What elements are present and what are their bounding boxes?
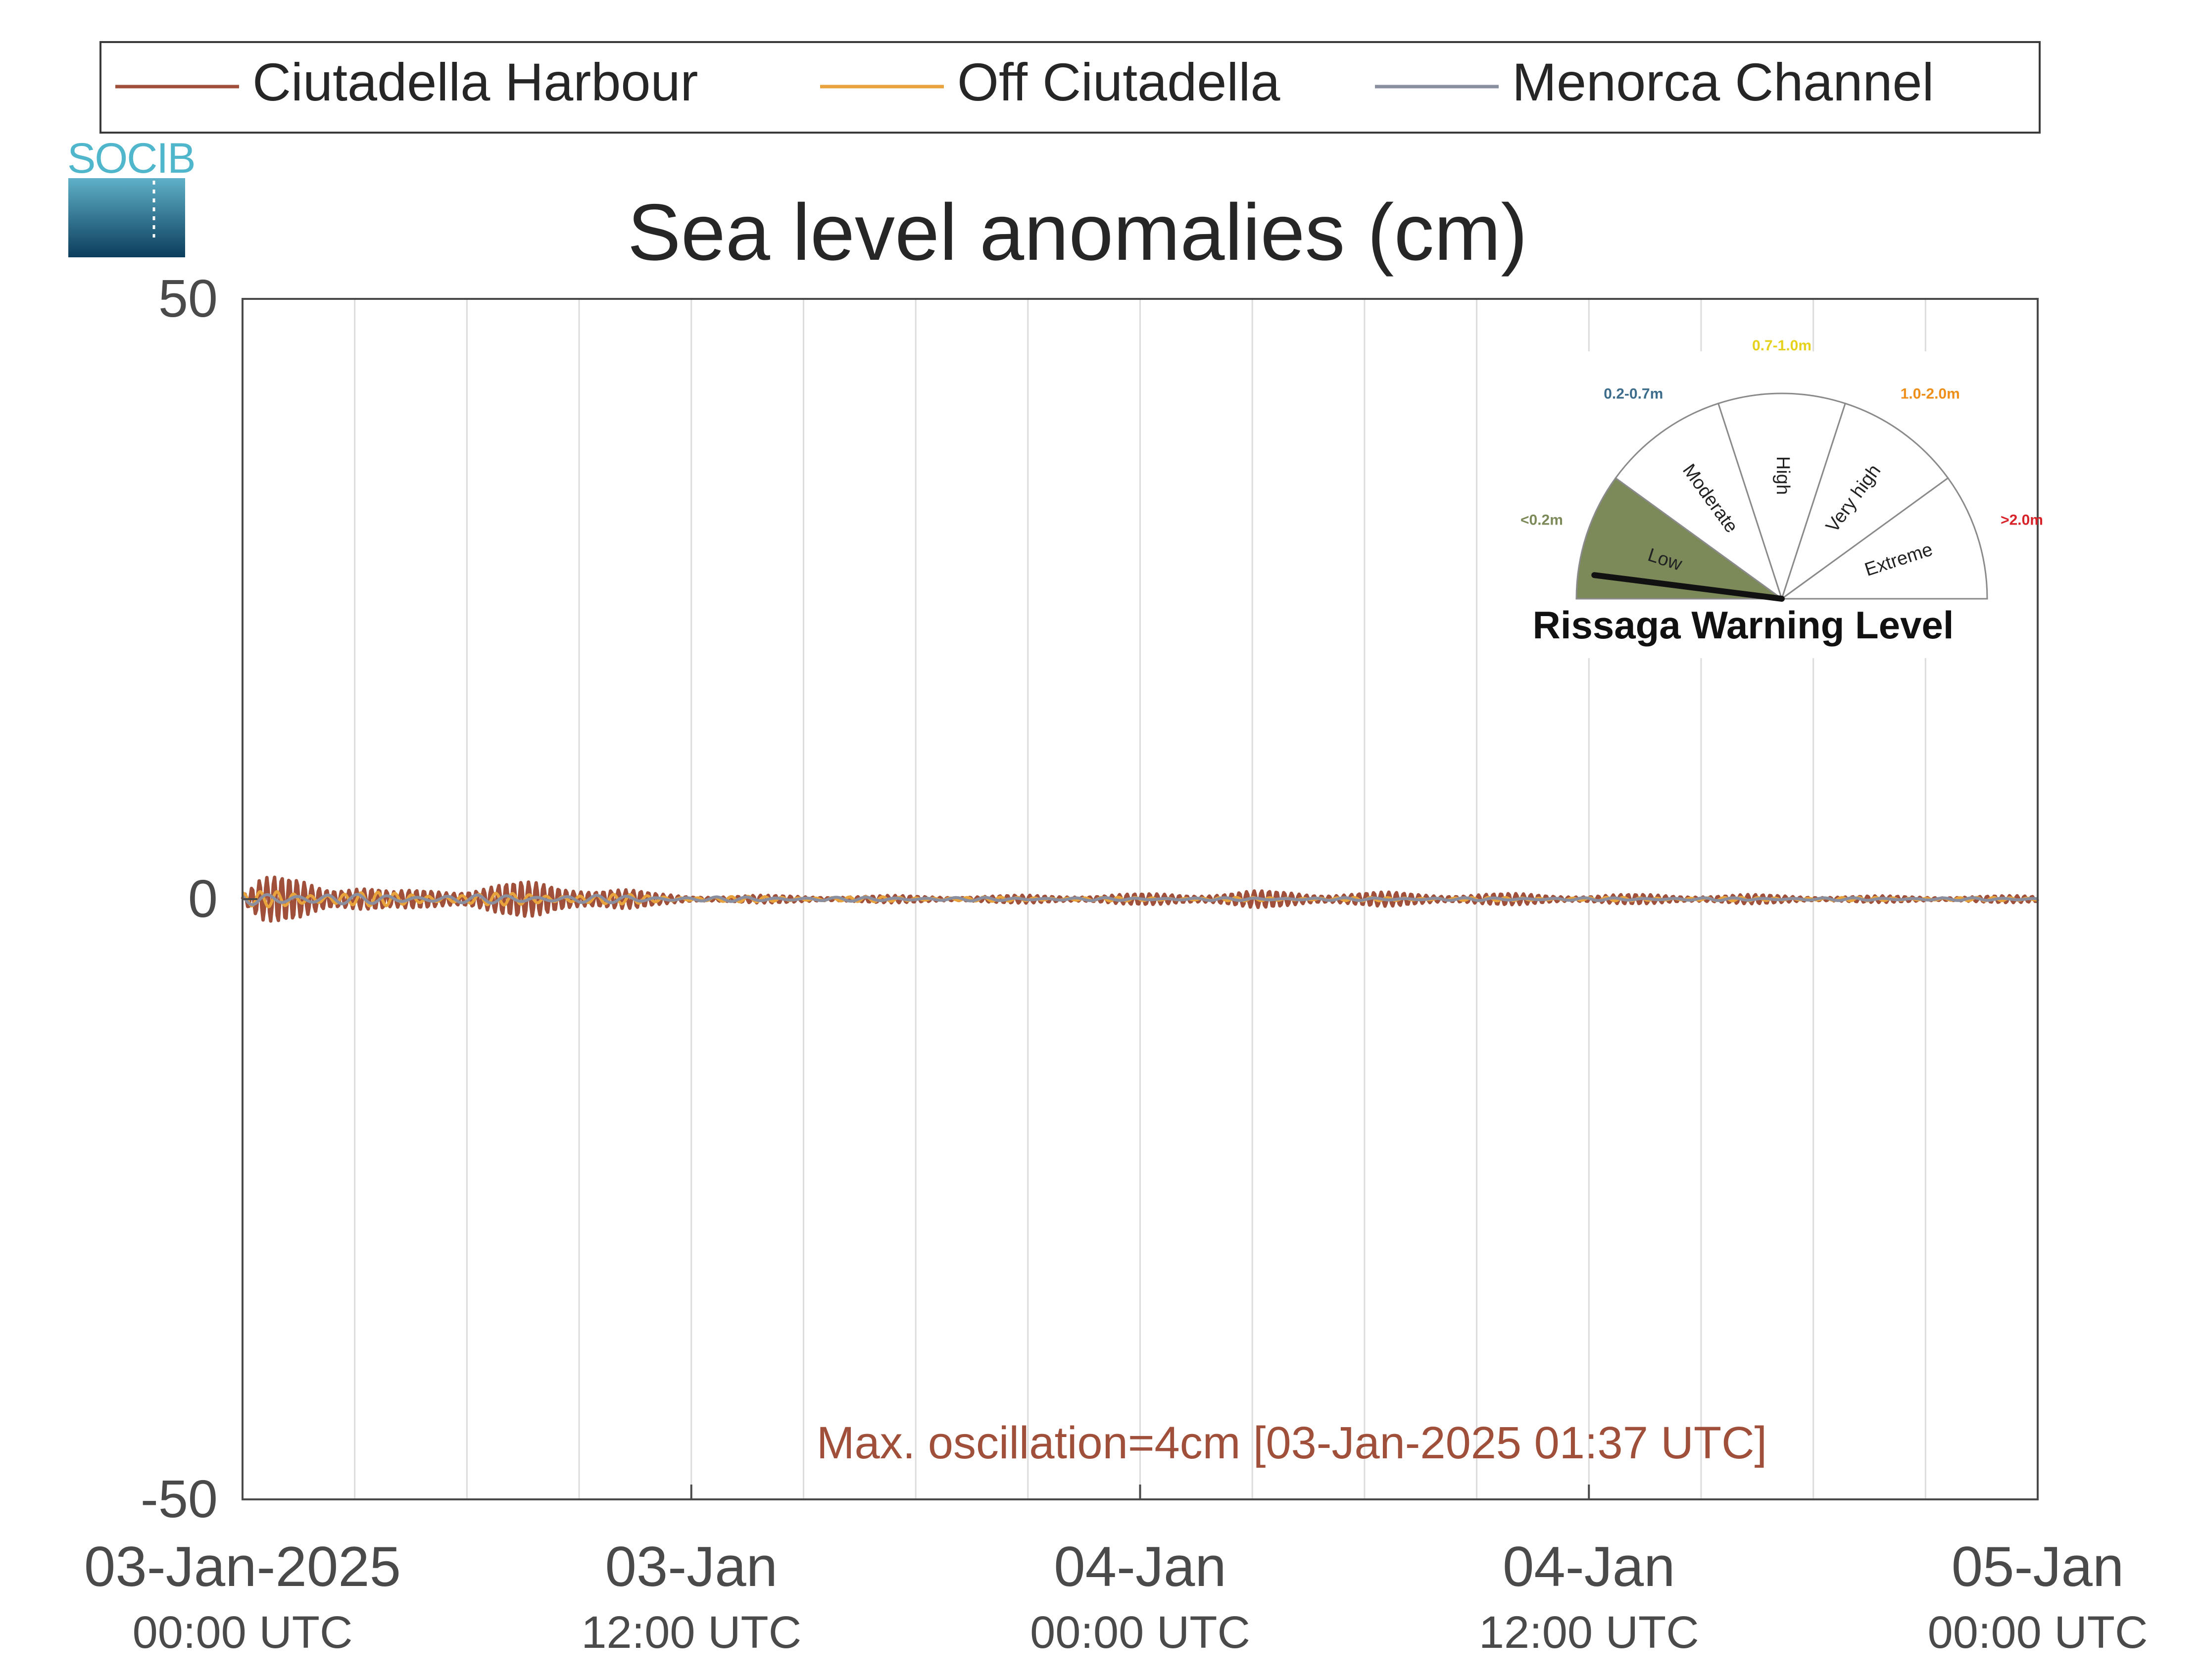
x-tick-date-1: 03-Jan xyxy=(605,1536,778,1598)
gauge-range-0: <0.2m xyxy=(1520,512,1563,528)
gauge-range-2: 0.7-1.0m xyxy=(1752,337,1811,354)
y-tick-label-1: 0 xyxy=(188,868,218,928)
y-tick-label-0: 50 xyxy=(158,268,218,328)
logo-text: SOCIB xyxy=(67,135,195,182)
chart-title: Sea level anomalies (cm) xyxy=(628,188,1528,277)
gauge-needle xyxy=(1591,572,1785,602)
gauge-sector-high xyxy=(1717,392,1847,601)
gauge-title: Rissaga Warning Level xyxy=(1532,603,1954,647)
legend-box xyxy=(99,41,2041,134)
gauge-range-1: 0.2-0.7m xyxy=(1604,385,1663,402)
x-tick-time-3: 12:00 UTC xyxy=(1479,1607,1699,1658)
x-tick-time-0: 00:00 UTC xyxy=(133,1607,353,1658)
gauge-sector-very-high xyxy=(1780,402,1949,601)
gauge-range-3: 1.0-2.0m xyxy=(1901,385,1960,402)
socib-logo: SOCIB xyxy=(67,135,196,257)
legend-label-off-ciutadella: Off Ciutadella xyxy=(957,52,1280,112)
rissaga-gauge: Low<0.2m Moderate0.2-0.7mHigh0.7-1.0mVery… xyxy=(1505,337,2043,658)
x-tick-time-1: 12:00 UTC xyxy=(581,1607,801,1658)
x-tick-time-2: 00:00 UTC xyxy=(1030,1607,1250,1658)
x-tick-date-4: 05-Jan xyxy=(1952,1536,2124,1598)
x-axis: 03-Jan-2025 00:00 UTC 03-Jan 12:00 UTC 04-Ja… xyxy=(84,1485,2148,1658)
y-axis: 50 0 -50 xyxy=(141,268,257,1529)
legend: Ciutadella Harbour Off Ciutadella Menorc… xyxy=(99,41,2041,134)
x-tick-time-4: 00:00 UTC xyxy=(1928,1607,2148,1658)
series-lines xyxy=(241,875,2040,923)
legend-label-menorca-channel: Menorca Channel xyxy=(1512,52,1934,112)
gauge-label-high: High xyxy=(1772,456,1793,495)
x-tick-date-2: 04-Jan xyxy=(1054,1536,1226,1598)
gauge-range-4: >2.0m xyxy=(2001,512,2043,528)
gauge-sector-moderate xyxy=(1615,402,1783,601)
x-tick-date-0: 03-Jan-2025 xyxy=(84,1536,401,1598)
y-tick-label-2: -50 xyxy=(141,1469,218,1529)
x-tick-date-3: 04-Jan xyxy=(1503,1536,1675,1598)
max-oscillation-annotation: Max. oscillation=4cm [03-Jan-2025 01:37 … xyxy=(817,1418,1767,1468)
gauge-sectors: Low<0.2m Moderate0.2-0.7mHigh0.7-1.0mVery… xyxy=(1520,337,2043,601)
gauge-needle-line xyxy=(1591,572,1785,602)
gauge-sector-extreme xyxy=(1779,477,1988,600)
logo-block xyxy=(68,178,185,257)
series-line-menorca-channel xyxy=(241,893,2038,907)
legend-label-ciutadella-harbour: Ciutadella Harbour xyxy=(252,52,698,112)
gauge-sector-low xyxy=(1575,477,1784,600)
